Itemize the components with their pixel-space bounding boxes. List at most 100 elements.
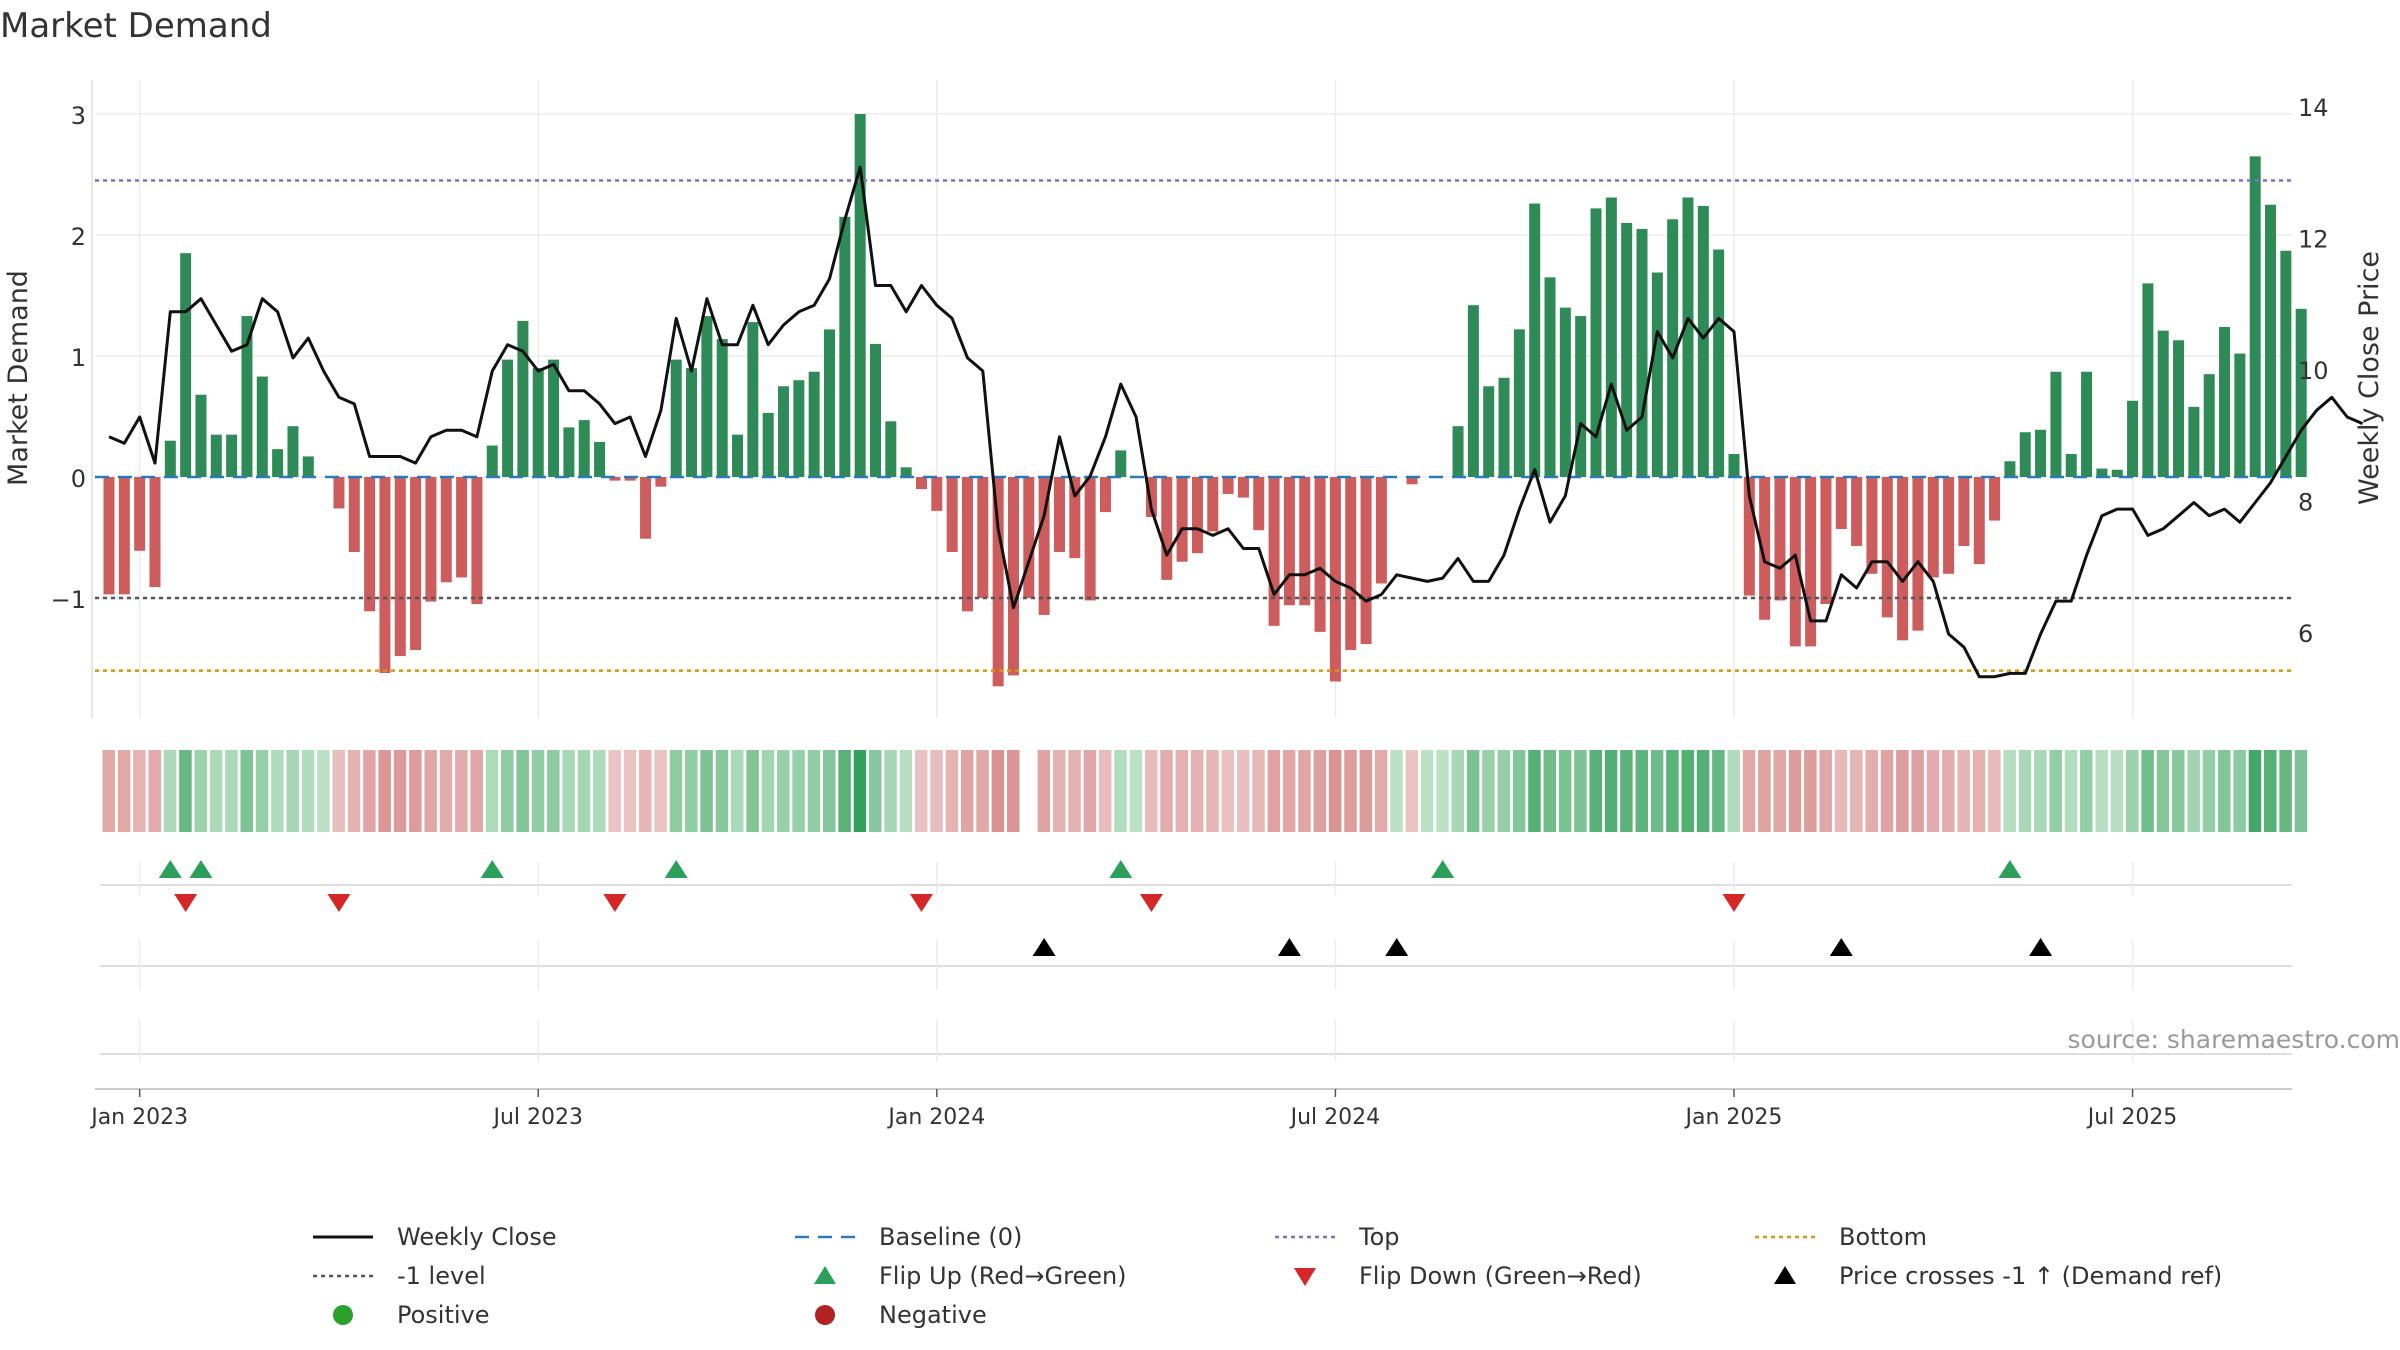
heat-strip-cell	[1850, 750, 1863, 832]
demand-bar	[2157, 330, 2169, 477]
x-tick-label: Jul 2025	[2086, 1105, 2178, 1130]
demand-bar	[2295, 308, 2307, 477]
legend-label: Weekly Close	[397, 1223, 557, 1251]
heat-strip-cell	[1926, 750, 1940, 832]
demand-bar	[287, 426, 299, 477]
y-axis-label-right: Weekly Close Price	[2354, 251, 2385, 505]
legend-swatch-circle	[333, 1305, 353, 1325]
heat-strip-cell	[2233, 750, 2246, 832]
demand-bar	[1958, 477, 1970, 546]
right-tick-label: 6	[2298, 620, 2313, 648]
heat-strip-cell	[869, 750, 882, 832]
flip-up-marker	[480, 860, 504, 878]
demand-bar	[2142, 283, 2154, 477]
heat-strip-cell	[1129, 750, 1143, 832]
heat-strip-cell	[1988, 750, 2001, 832]
demand-bar	[210, 434, 222, 477]
demand-bar	[900, 467, 912, 477]
demand-bar	[1161, 477, 1173, 580]
heat-strip-cell	[2110, 750, 2124, 832]
heat-strip-cell	[593, 750, 606, 832]
legend: Weekly Close Baseline (0) Top Bottom -1 leve…	[313, 1223, 2222, 1329]
demand-bar	[1069, 477, 1081, 559]
demand-bar	[1667, 219, 1679, 477]
legend-item: -1 level	[313, 1262, 486, 1290]
heat-strip-cell	[1267, 750, 1281, 832]
heat-strip-cell	[1574, 750, 1587, 832]
heat-strip-cell	[761, 750, 775, 832]
heat-strip-cell	[1819, 750, 1832, 832]
demand-bar	[1053, 477, 1065, 553]
heat-strip-cell	[1144, 750, 1158, 832]
demand-bar	[2234, 353, 2246, 477]
demand-bar	[1253, 477, 1265, 531]
demand-bar	[118, 477, 130, 595]
demand-bar	[456, 477, 468, 578]
heat-strip-cell	[1865, 750, 1878, 832]
left-tick-label: 2	[71, 223, 86, 251]
heat-strip-cell	[1405, 750, 1419, 832]
heat-strip-cell	[1604, 750, 1618, 832]
heat-strip-cell	[2248, 750, 2262, 832]
heat-strip-cell	[1528, 750, 1541, 832]
heat-strip-cell	[1298, 750, 1311, 832]
heat-strip-cell	[332, 750, 345, 832]
heat-strip-cell	[1896, 750, 1909, 832]
demand-bar	[1237, 477, 1249, 498]
heat-strip-cell	[1282, 750, 1296, 832]
x-tick-label: Jan 2024	[886, 1105, 985, 1130]
heat-strip-cell	[960, 750, 974, 832]
demand-bar	[961, 477, 973, 612]
heat-strip-cell	[1804, 750, 1817, 832]
demand-bar	[348, 477, 360, 553]
heat-strip-cell	[976, 750, 989, 832]
heat-strip-cell	[516, 750, 529, 832]
heat-strip-cell	[363, 750, 376, 832]
heat-strip-cell	[991, 750, 1005, 832]
demand-bar	[1513, 329, 1525, 477]
demand-bar	[2219, 326, 2231, 477]
demand-bar	[195, 394, 207, 477]
heat-strip-cell	[1620, 750, 1633, 832]
demand-bar	[1452, 426, 1464, 477]
heat-strip-cell	[1957, 750, 1970, 832]
price-cross-marker	[1032, 938, 1056, 956]
heat-strip-cell	[2156, 750, 2170, 832]
demand-bar	[578, 420, 590, 477]
demand-bar	[1268, 477, 1280, 626]
demand-bar	[624, 477, 636, 481]
heat-strip-cell	[700, 750, 713, 832]
heat-strip-cell	[1911, 750, 1924, 832]
demand-bar	[2127, 400, 2139, 477]
demand-bar	[272, 449, 284, 477]
demand-bar	[2280, 250, 2292, 477]
demand-bar	[640, 477, 652, 539]
demand-bar	[977, 477, 989, 598]
heat-strip-cell	[1742, 750, 1756, 832]
heat-strip-cell	[2064, 750, 2078, 832]
heat-strip-cell	[409, 750, 422, 832]
heat-strip-cell	[1589, 750, 1603, 832]
heat-strip-cell	[1758, 750, 1771, 832]
demand-bar	[2035, 429, 2047, 477]
legend-item: Negative	[815, 1301, 987, 1329]
demand-bar	[2249, 156, 2261, 477]
legend-label: Flip Down (Green→Red)	[1359, 1262, 1642, 1290]
reference-lines	[95, 179, 2292, 672]
heat-strip-cell	[715, 750, 729, 832]
demand-bar	[885, 421, 897, 477]
demand-bar	[1636, 228, 1648, 477]
heat-strip-cell	[102, 750, 115, 832]
demand-bar	[686, 368, 698, 477]
demand-bar	[1866, 477, 1878, 574]
demand-bar	[808, 371, 820, 477]
heat-strip-cell	[777, 750, 790, 832]
left-tick-label: 3	[71, 102, 86, 130]
legend-label: Negative	[879, 1301, 987, 1329]
flip-down-marker	[174, 894, 198, 912]
heat-strip-cell	[1834, 750, 1848, 832]
flip-up-marker	[158, 860, 182, 878]
heat-strip-cell	[393, 750, 407, 832]
heat-strip-cell	[1712, 750, 1725, 832]
demand-bar	[410, 477, 422, 651]
